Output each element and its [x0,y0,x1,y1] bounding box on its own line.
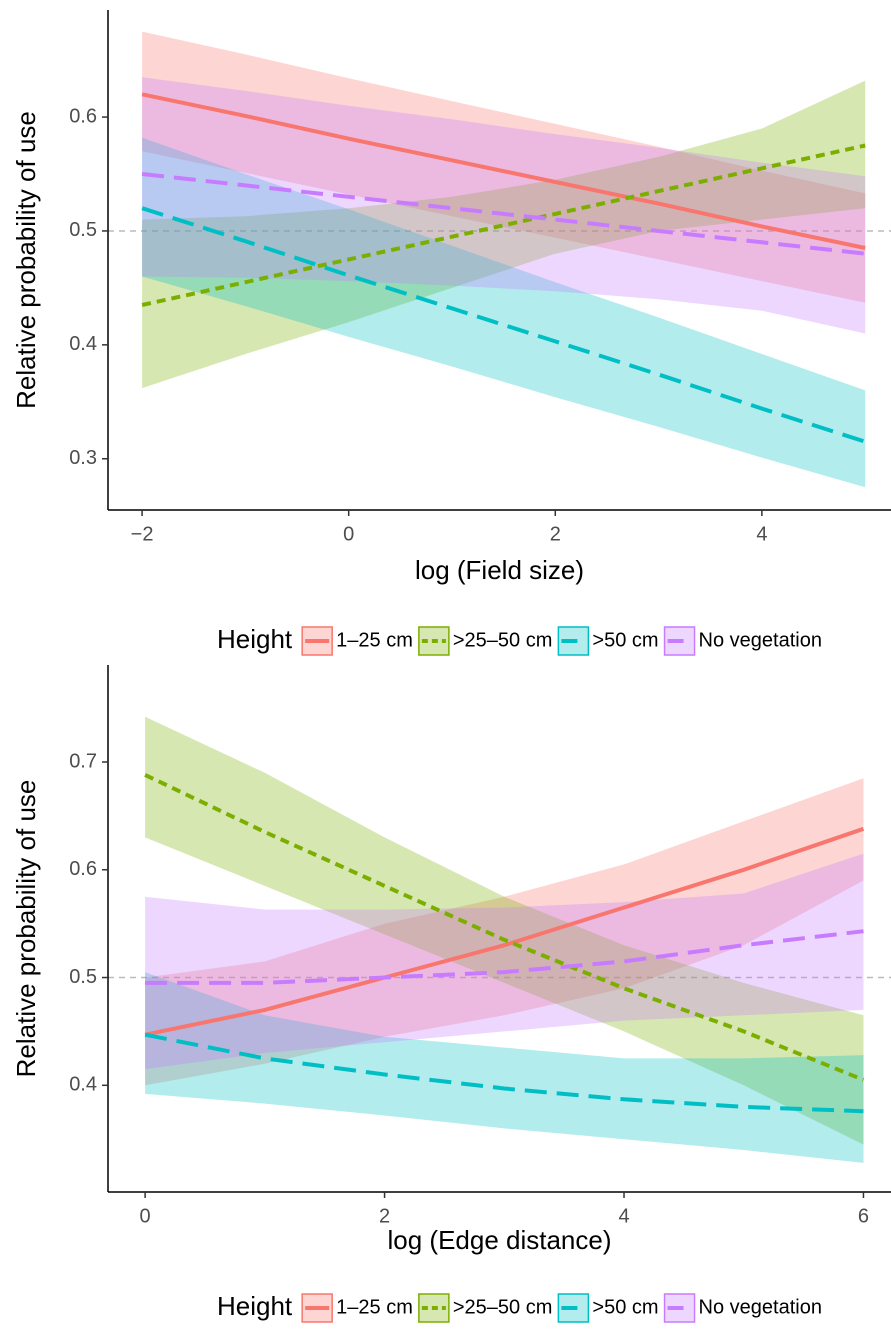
series-line [141,172,866,256]
y-tick-label: 0.4 [69,1074,97,1096]
x-tick-label: −2 [131,523,154,545]
series-line [141,92,866,250]
confidence-band [145,972,864,1163]
legend-label: No vegetation [699,1296,822,1318]
x-tick-label: 6 [858,1205,869,1227]
legend-label: No vegetation [699,629,822,651]
legend-label: >50 cm [592,1296,658,1318]
confidence-band [145,853,864,1070]
series-line [144,773,865,1082]
x-tick-label: 4 [756,523,767,545]
y-tick-label: 0.5 [69,966,97,988]
y-tick-label: 0.6 [69,105,97,127]
legend-label: >25–50 cm [453,1296,553,1318]
legend-label: 1–25 cm [336,629,413,651]
y-axis-title: Relative probability of use [11,111,41,409]
legend-label: 1–25 cm [336,1296,413,1318]
legend-label: >25–50 cm [453,629,553,651]
x-tick-label: 0 [140,1205,151,1227]
series-line [141,143,866,307]
x-tick-label: 0 [343,523,354,545]
series-line [145,929,864,985]
legend: Height 1–25 cm >25–50 cm >50 cm No vegetatio… [217,624,822,656]
y-tick-label: 0.7 [69,750,97,772]
legend-title: Height [217,1291,293,1321]
series-line [144,1032,864,1114]
legend-label: >50 cm [592,629,658,651]
confidence-band [142,77,866,334]
y-tick-label: 0.3 [69,447,97,469]
y-axis-title: Relative probability of use [11,780,41,1078]
panel: 0.3 0.4 0.5 0.6 −2 0 2 4 log (Field size) Relativ… [11,10,891,656]
y-tick-label: 0.4 [69,333,97,355]
x-tick-label: 4 [618,1205,629,1227]
x-axis-title: log (Field size) [415,555,584,585]
y-tick-label: 0.5 [69,219,97,241]
confidence-band [142,80,866,389]
confidence-band [145,716,864,1145]
panel: 0.4 0.5 0.6 0.7 0 2 4 6 log (Edge distance) Relat… [11,665,891,1323]
series-line [144,826,865,1037]
x-tick-label: 2 [379,1205,390,1227]
legend-title: Height [217,624,293,654]
x-tick-label: 2 [550,523,561,545]
confidence-band [142,137,866,488]
y-tick-label: 0.6 [69,858,97,880]
confidence-band [145,778,864,1086]
legend: Height 1–25 cm >25–50 cm >50 cm No vegetatio… [217,1291,822,1323]
x-axis-title: log (Edge distance) [387,1225,611,1255]
